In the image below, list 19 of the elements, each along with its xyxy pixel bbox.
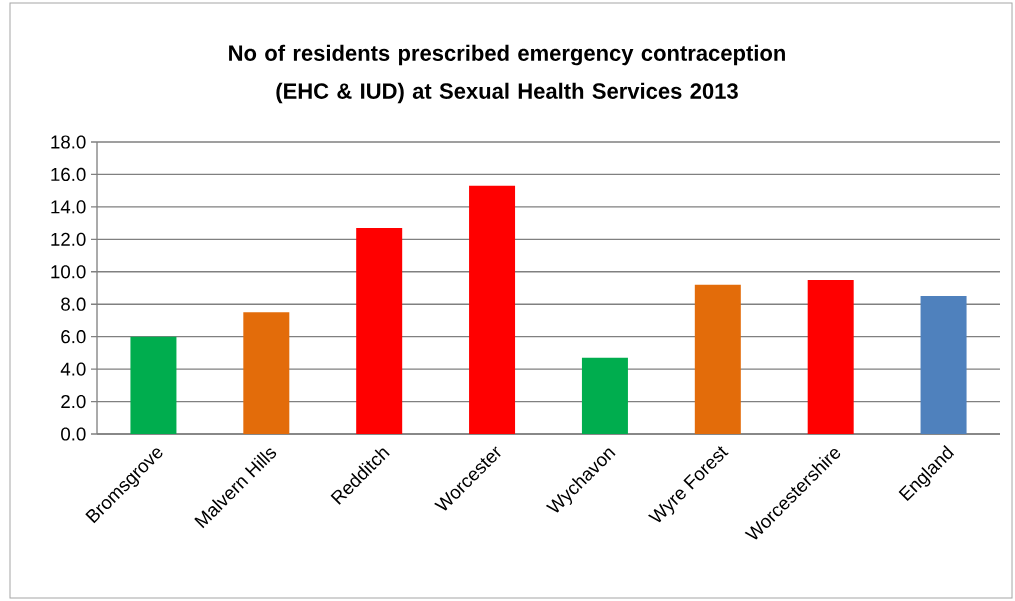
y-tick-label: 2.0 — [61, 394, 86, 409]
bar — [356, 227, 403, 434]
y-tick-label: 18.0 — [51, 135, 86, 149]
y-tick-label: 12.0 — [51, 232, 86, 246]
y-tick-label: 16.0 — [51, 167, 86, 182]
bar — [130, 336, 177, 434]
y-tick-label: 14.0 — [51, 200, 86, 214]
bar — [694, 284, 741, 434]
y-tick-label: 4.0 — [60, 362, 86, 376]
bar — [920, 296, 967, 434]
bar — [243, 312, 290, 434]
bar — [807, 279, 854, 434]
y-tick-label: 0.0 — [61, 427, 86, 441]
chart-title: No of residents prescribed emergency contraception (EHC & IUD) at Sexual Health Services 2013 — [229, 44, 785, 104]
y-tick-label: 6.0 — [61, 330, 86, 344]
bar — [469, 185, 516, 434]
bar — [581, 357, 628, 434]
y-tick-label: 10.0 — [51, 265, 86, 279]
y-tick-label: 8.0 — [61, 297, 86, 311]
